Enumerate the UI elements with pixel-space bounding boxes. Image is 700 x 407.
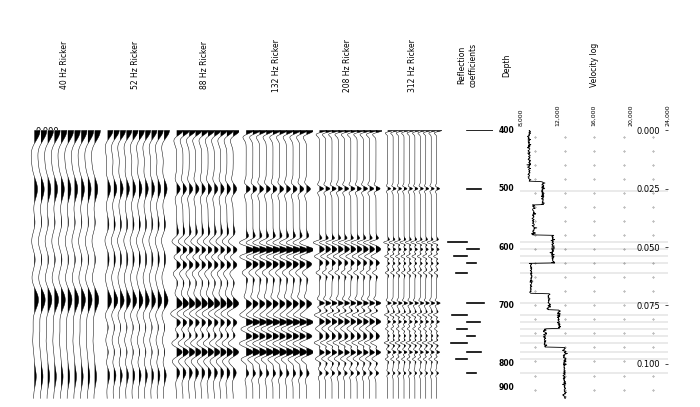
Text: Stoner: Stoner <box>671 247 690 252</box>
Text: 800: 800 <box>498 359 514 368</box>
Text: Depth: Depth <box>502 53 511 77</box>
Text: Reflection
coefficients: Reflection coefficients <box>458 43 477 87</box>
Text: Velocity log: Velocity log <box>589 43 598 87</box>
Text: 132 Hz Ricker: 132 Hz Ricker <box>272 39 281 92</box>
Text: Spring Hill: Spring Hill <box>671 261 700 266</box>
Text: Farley: Farley <box>671 270 689 275</box>
Text: 20,000: 20,000 <box>629 105 634 126</box>
Text: 700: 700 <box>498 301 514 310</box>
Text: South Bend: South Bend <box>671 240 700 245</box>
Text: 88 Hz Ricker: 88 Hz Ricker <box>200 41 209 89</box>
Text: Captain Creek: Captain Creek <box>671 254 700 259</box>
Text: 312 Hz Ricker: 312 Hz Ricker <box>407 39 416 92</box>
Text: Critzer: Critzer <box>671 371 690 376</box>
Text: Sniabar: Sniabar <box>671 357 693 362</box>
Text: Haskell: Haskell <box>671 188 692 193</box>
Text: Cement City: Cement City <box>671 319 700 324</box>
Text: 208 Hz Ricker: 208 Hz Ricker <box>343 39 352 92</box>
Text: 900: 900 <box>498 383 514 392</box>
Text: Winterset: Winterset <box>671 340 699 345</box>
Text: 52 Hz Ricker: 52 Hz Ricker <box>132 41 141 89</box>
Text: Bethany Falls: Bethany Falls <box>671 350 700 354</box>
Text: 400: 400 <box>498 126 514 135</box>
Text: 8,000: 8,000 <box>518 109 523 126</box>
Text: 500: 500 <box>499 184 514 193</box>
Text: 40 Hz Ricker: 40 Hz Ricker <box>60 41 69 89</box>
Text: 600: 600 <box>498 243 514 252</box>
Text: Argentine: Argentine <box>671 301 699 306</box>
Text: Raytown: Raytown <box>671 312 696 317</box>
Text: Block: Block <box>671 333 687 338</box>
Text: 16,000: 16,000 <box>592 105 596 126</box>
Text: 24,000: 24,000 <box>665 105 671 126</box>
Text: Westerville: Westerville <box>671 326 700 331</box>
Text: 12,000: 12,000 <box>554 105 560 126</box>
